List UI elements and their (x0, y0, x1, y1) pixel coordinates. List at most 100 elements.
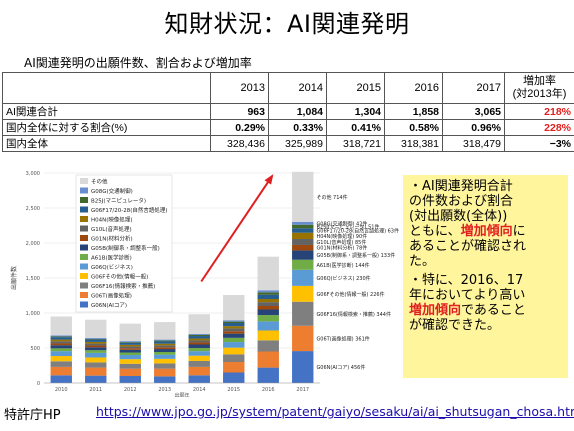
y-tick-label: 500 (30, 346, 40, 352)
bar-segment (257, 290, 279, 293)
bar-segment (85, 357, 107, 363)
legend-label: その他 (91, 178, 108, 186)
bar-segment (188, 314, 210, 334)
cell-value: 318,721 (326, 135, 385, 152)
bar-segment (119, 341, 141, 343)
cell-value: 318,381 (384, 135, 443, 152)
bar-segment (257, 340, 279, 352)
y-tick-label: 3,000 (26, 171, 40, 177)
callout-highlight: 増加傾向 (460, 224, 513, 239)
bar-segment (85, 345, 107, 348)
cell-value: 3,065 (442, 103, 505, 120)
bar-segment (119, 352, 141, 355)
series-annotation: G06Q(ビジネス) 230件 (316, 275, 370, 282)
bar-segment (85, 367, 107, 376)
bar-segment (50, 345, 72, 349)
callout-line: あることが確認され (409, 239, 527, 254)
series-annotation: G06F16(情報検索・推薦) 344件 (316, 311, 391, 318)
legend-swatch (80, 263, 88, 270)
legend-swatch (80, 197, 88, 203)
legend-label: G06Fその他(情報一般) (91, 273, 148, 281)
table-row: 国内全体に対する割合(%) 0.29% 0.33% 0.41% 0.58% 0.… (2, 119, 574, 136)
bar-segment (50, 375, 72, 383)
bar-segment (85, 338, 107, 340)
x-tick-label: 2015 (227, 387, 240, 393)
rate-value: 218% (504, 103, 574, 120)
series-annotation: G01N(材料分析) 78件 (316, 245, 367, 252)
cell-value: 0.96% (442, 119, 505, 136)
year-header: 2015 (326, 72, 385, 104)
bar-segment (223, 342, 245, 348)
bar-segment (188, 375, 210, 383)
bar-segment (154, 376, 176, 383)
bar-segment (188, 334, 210, 337)
bar-segment (50, 351, 72, 357)
x-tick-label: 2010 (55, 387, 68, 393)
series-annotation: B25J(マニピュレータ) 51件 (316, 224, 379, 231)
cell-value: 318,479 (442, 135, 505, 152)
legend-swatch (80, 206, 88, 213)
bar-segment (154, 351, 176, 355)
bar-segment (50, 336, 72, 338)
y-tick-label: 0 (37, 381, 40, 387)
source-link[interactable]: https://www.jpo.go.jp/system/patent/gaiy… (96, 404, 574, 419)
bar-segment (188, 342, 210, 345)
bar-segment (257, 321, 279, 331)
bar-segment (119, 355, 141, 360)
bar-segment (188, 355, 210, 361)
y-tick-label: 1,000 (26, 311, 40, 317)
legend-swatch (80, 301, 88, 308)
source-label: 特許庁HP (4, 408, 61, 423)
bar-segment (85, 362, 107, 368)
bar-segment (257, 292, 279, 295)
bar-segment (119, 368, 141, 376)
legend-swatch (80, 292, 88, 298)
bar-segment (119, 323, 141, 342)
y-tick-label: 2,500 (26, 206, 40, 212)
legend-label: G01N(材料分析) (91, 235, 133, 243)
bar-segment (292, 171, 314, 222)
callout-line: の件数および割合 (409, 194, 514, 209)
bar-segment (292, 244, 314, 251)
cell-value: 1,304 (326, 103, 385, 120)
row-label: 国内全体 (2, 135, 211, 152)
callout-text: であること (461, 303, 526, 318)
rate-header-line2: (対2013年) (512, 88, 567, 100)
rate-value: 228% (504, 119, 574, 136)
bar-segment (85, 375, 107, 383)
series-annotation: G05B(制御系・調整系一般) 133件 (316, 252, 395, 259)
stacked-bar-chart: 0 500 1,000 1,500 2,000 2,500 3,000 出願件数 2010 201… (2, 167, 400, 397)
legend-swatch (80, 254, 88, 260)
bar-segment (85, 341, 107, 344)
series-annotation: G08G(交通制御) 42件 (316, 220, 367, 227)
cell-value: 328,436 (210, 135, 269, 152)
x-tick-label: 2017 (296, 387, 309, 393)
bar-segment (223, 295, 245, 321)
bar-segment (188, 344, 210, 348)
cell-value: 0.58% (384, 119, 443, 136)
bar-segment (50, 337, 72, 340)
bar-segment (154, 343, 176, 346)
bar-segment (154, 322, 176, 340)
bar-segment (292, 250, 314, 260)
cell-value: 1,084 (268, 103, 327, 120)
legend-label: H04N(映像処理) (91, 216, 133, 224)
y-axis-label: 出願件数 (10, 266, 18, 290)
cell-value: 963 (210, 103, 269, 120)
bar-segment (50, 343, 72, 346)
bar-segment (257, 306, 279, 310)
cell-value: 0.41% (326, 119, 385, 136)
y-tick-label: 1,500 (26, 276, 40, 282)
series-annotation: H04N(映像処理) 90件 (316, 233, 367, 240)
header-blank-cell (2, 72, 211, 104)
table-row: 国内全体 328,436 325,989 318,721 318,381 318… (2, 135, 574, 152)
series-annotation: G06N(AIコア) 456件 (316, 364, 365, 371)
bar-segment (119, 348, 141, 350)
bar-segment (119, 346, 141, 349)
bar-segment (85, 347, 107, 351)
bar-segment (50, 361, 72, 367)
bar-segment (50, 335, 72, 337)
legend-label: G10L(音声処理) (91, 225, 132, 233)
callout-highlight-line: 年においてより高い (409, 288, 526, 303)
legend-label: B25J(マニピュレータ) (91, 197, 146, 205)
